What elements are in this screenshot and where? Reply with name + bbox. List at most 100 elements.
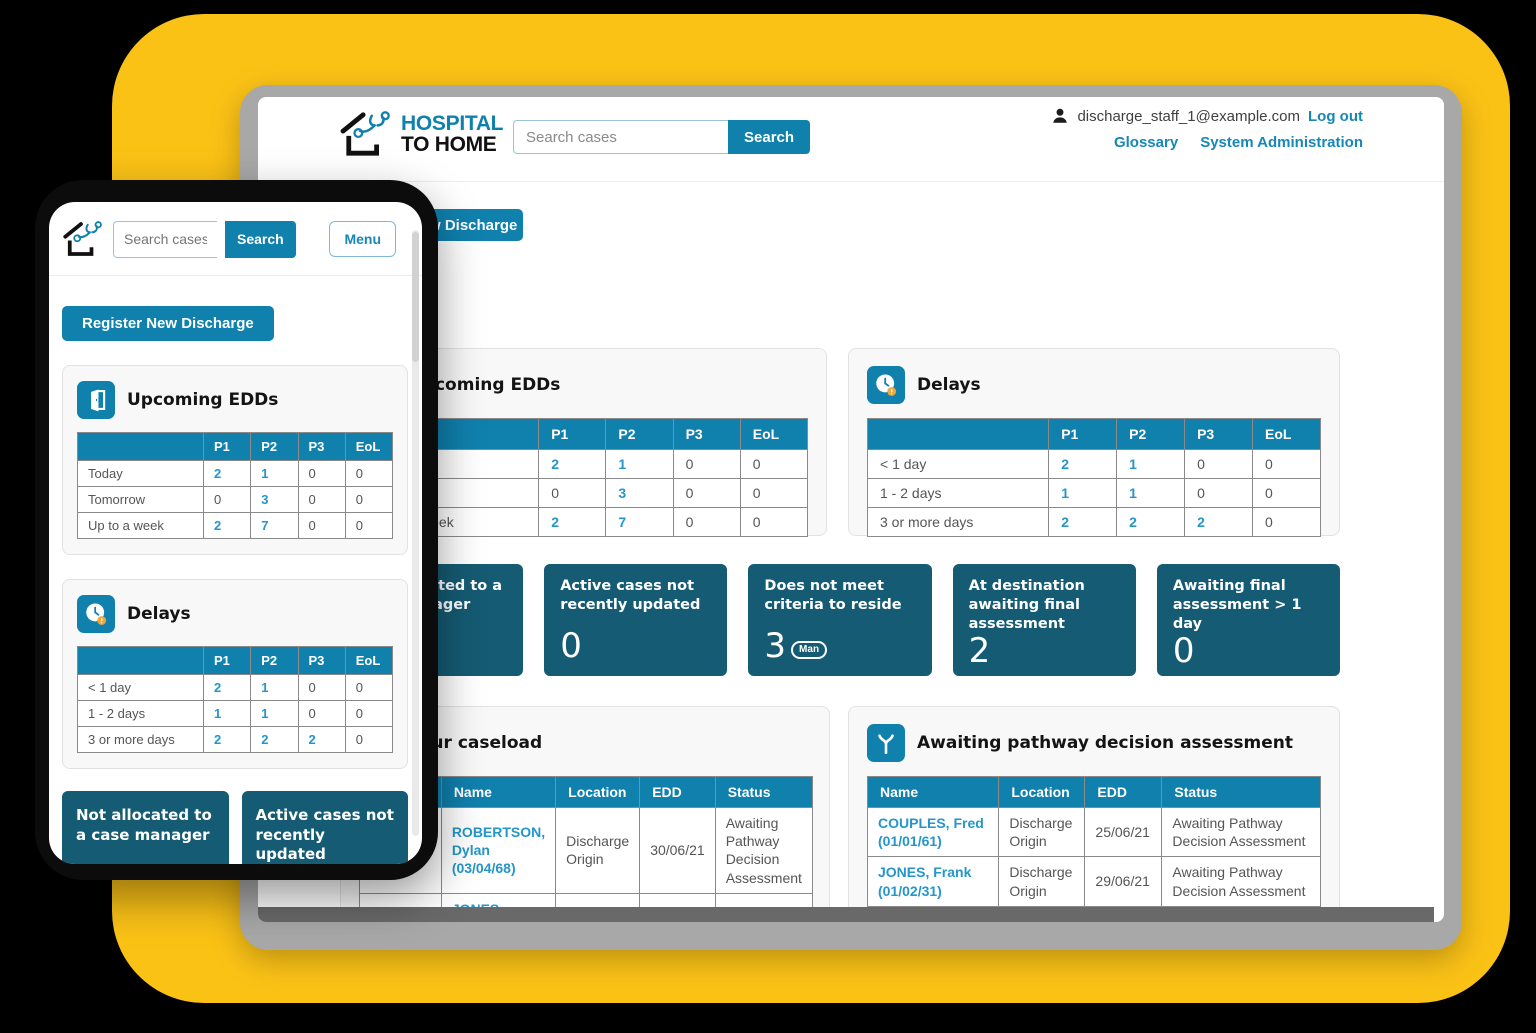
table-row: 1 - 2 days 1 1 0 0 [77,700,394,727]
cell-link[interactable]: 2 [538,449,607,479]
cell-link[interactable]: 2 [202,726,252,753]
register-new-discharge-button[interactable]: Register New Discharge [62,306,274,341]
vertical-scrollbar[interactable] [412,230,419,836]
cell-link[interactable]: 2 [202,460,252,487]
cell: 0 [344,674,394,701]
search-button[interactable]: Search [728,120,811,154]
cell-link[interactable]: 7 [605,507,674,537]
horizontal-scrollbar[interactable] [258,907,1434,922]
phone-mockup: Search Menu Register New Discharge Upcom… [35,180,438,880]
cell-link[interactable]: 1 [202,700,252,727]
stat-card-at-destination[interactable]: At destination awaiting final assessment… [952,564,1136,676]
system-administration-link[interactable]: System Administration [1200,134,1363,151]
cell: 0 [1252,449,1321,479]
cell-link[interactable]: 2 [1116,507,1186,537]
cell: 0 [672,449,741,479]
hospital-home-logo-icon [340,111,390,156]
column-header [77,646,204,675]
stat-card-not-updated[interactable]: Active cases not recently updated 0 [544,564,728,676]
cell-link[interactable]: 1 [1116,449,1186,479]
column-header [866,418,1050,450]
scrollbar-thumb[interactable] [412,232,419,362]
user-icon [1053,108,1068,123]
cell-link[interactable]: 2 [250,726,299,753]
cell: 0 [739,478,809,508]
cell: 0 [344,726,394,753]
column-header: P3 [297,646,346,675]
cell-link[interactable]: COUPLES, Fred (01/01/61) [866,806,1000,858]
cell: 0 [297,700,346,727]
column-header: EDD [1084,776,1163,808]
search-input[interactable] [113,220,217,258]
stat-card-final-assessment[interactable]: Awaiting final assessment > 1 day 0 [1156,564,1341,676]
table-row: 1 - 2 days 1 1 0 0 [866,478,1321,508]
header-row: P1 P2 P3 EoL [77,432,394,461]
cell: Discharge Origin [998,856,1086,907]
search-button[interactable]: Search [225,220,296,258]
man-badge: Man [791,641,828,659]
phone-screen: Search Menu Register New Discharge Upcom… [49,202,422,864]
column-header: P3 [1184,418,1254,450]
logo-line1: HOSPITAL [401,112,504,135]
stat-card-criteria-to-reside[interactable]: Does not meet criteria to reside 3 Man [748,564,932,676]
cell-link[interactable]: 2 [1048,449,1118,479]
cell: 0 [672,507,741,537]
stat-cards-row: Not allocated to a case manager 2 Active… [340,564,1341,676]
mobile-header: Search Menu [49,202,422,258]
clock-warning-icon [867,366,905,404]
glossary-link[interactable]: Glossary [1113,134,1179,151]
cell-link[interactable]: 1 [250,674,299,701]
cell: 1 - 2 days [77,700,204,727]
logout-link[interactable]: Log out [1308,107,1363,125]
column-header: EDD [639,776,716,808]
cell-link[interactable]: 1 [605,449,674,479]
delays-table: P1 P2 P3 EoL < 1 day 2 1 0 0 1 - 2 days 1 1 0 0 3 or m… [77,646,394,753]
desktop-header: HOSPITAL TO HOME Search discharge_staff_… [258,97,1444,182]
cell: 0 [344,486,394,513]
header-row: P1 P2 P3 EoL [77,646,394,675]
panel-title: Delays [917,375,981,395]
cell: 0 [739,507,809,537]
cell-link[interactable]: 2 [297,726,346,753]
menu-button[interactable]: Menu [329,221,396,257]
cell-link[interactable]: 2 [1048,507,1118,537]
cell-link[interactable]: 3 [605,478,674,508]
search-input[interactable] [513,120,728,154]
cell-link[interactable]: 3 [250,486,299,513]
cell: 0 [344,460,394,487]
cell-link[interactable]: 2 [202,512,252,539]
table-row: COUPLES, Fred (01/01/61) Discharge Origin… [866,806,1321,858]
column-header: P1 [1048,418,1118,450]
cell-link[interactable]: 1 [250,700,299,727]
stat-card-not-allocated[interactable]: Not allocated to a case manager 2 [62,791,229,864]
cell-link[interactable]: 1 [1048,478,1118,508]
delays-panel: Delays P1 P2 P3 EoL < 1 day 2 1 0 0 1 - 2 days 1 1 0… [848,348,1340,537]
cell-link[interactable]: 1 [250,460,299,487]
clock-warning-icon [77,595,115,633]
user-email: discharge_staff_1@example.com [1077,107,1301,125]
table-row: ROBERTSON, Dylan (03/04/68)Discharge Ori… [359,807,813,894]
column-header: EoL [1252,418,1321,450]
door-exit-icon [77,381,115,419]
cell-link[interactable]: ROBERTSON, Dylan (03/04/68) [440,807,557,894]
cell-link[interactable]: 1 [1116,478,1186,508]
cell: Tomorrow [77,486,204,513]
cell: 0 [297,674,346,701]
column-header: P1 [202,432,252,461]
cell: 0 [297,512,346,539]
cell-link[interactable]: JONES, Frank (01/02/31) [866,856,1000,907]
cell: 0 [672,478,741,508]
column-header: Name [866,776,1000,808]
column-header: EoL [344,646,394,675]
column-header: P1 [538,418,607,450]
cell-link[interactable]: 2 [1184,507,1254,537]
cell-link[interactable]: 7 [250,512,299,539]
cell-link[interactable]: 2 [202,674,252,701]
stat-card-not-updated[interactable]: Active cases not recently updated 0 [241,791,408,864]
table-row: < 1 day 2 1 0 0 [77,674,394,701]
cell-link[interactable]: 2 [538,507,607,537]
column-header: Location [555,776,641,808]
